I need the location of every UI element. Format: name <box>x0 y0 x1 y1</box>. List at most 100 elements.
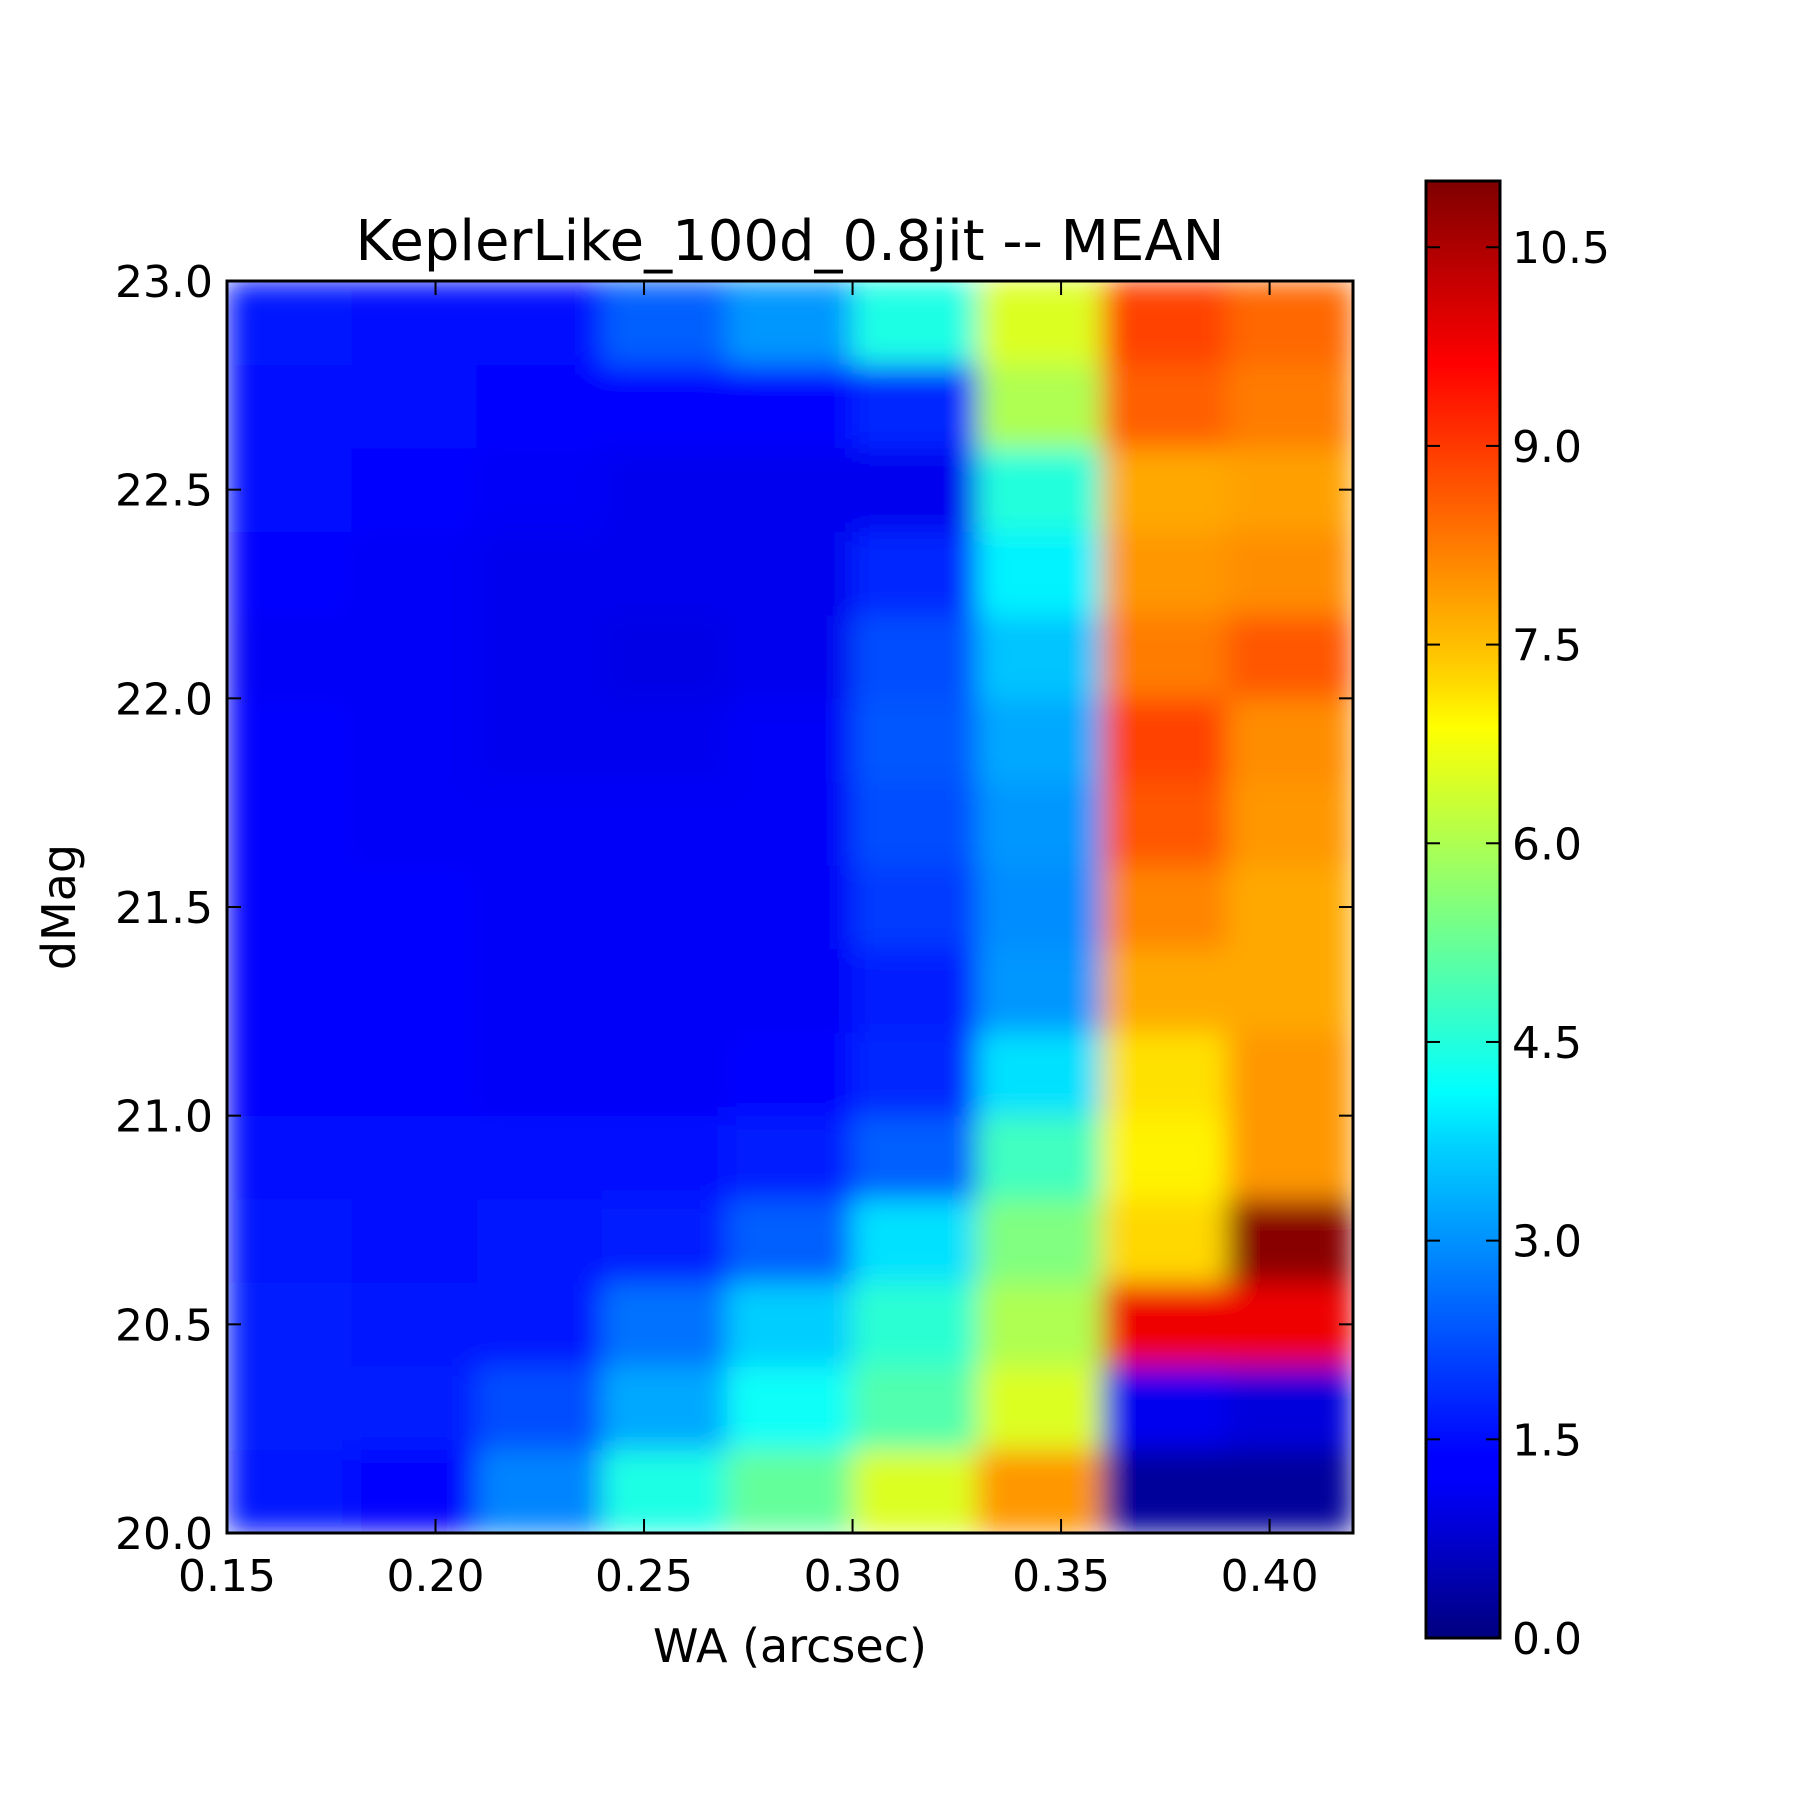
heatmap-cell <box>476 281 603 365</box>
heatmap-cell <box>1102 1198 1229 1284</box>
plot-area <box>227 281 1353 1533</box>
heatmap-cell <box>601 530 728 616</box>
heatmap-cell <box>852 864 979 950</box>
heatmap-cell <box>726 530 854 616</box>
heatmap-cell <box>1227 781 1353 866</box>
heatmap-cell <box>852 447 979 532</box>
heatmap-cell <box>351 614 478 699</box>
colorbar-tick-label: 10.5 <box>1512 223 1610 274</box>
heatmap-cell <box>726 614 854 699</box>
heatmap-cell <box>977 530 1104 616</box>
colorbar-ticks: 0.0 1.5 3.0 4.5 6.0 7.5 9.0 10.5 <box>1426 223 1610 1665</box>
heatmap-cell <box>726 1449 854 1533</box>
y-axis-label: dMag <box>32 844 86 970</box>
y-tick-label: 20.5 <box>115 1300 213 1351</box>
heatmap-cell <box>601 1365 728 1451</box>
heatmap-cell <box>227 697 353 783</box>
heatmap-cell <box>977 948 1104 1033</box>
heatmap-cell <box>476 781 603 866</box>
heatmap-cell <box>1227 530 1353 616</box>
plot-frame <box>225 279 1355 1535</box>
heatmap-cell <box>726 864 854 950</box>
colorbar-tick-label: 4.5 <box>1512 1018 1582 1069</box>
heatmap-cell <box>476 530 603 616</box>
heatmap-cell <box>351 948 478 1033</box>
heatmap-cell <box>1102 447 1229 532</box>
heatmap-cell <box>476 697 603 783</box>
heatmap-cell <box>726 447 854 532</box>
heatmap-cell <box>1227 363 1353 449</box>
heatmap-cell <box>977 1031 1104 1117</box>
heatmap-cell <box>726 281 854 365</box>
heatmap-cell <box>227 1449 353 1533</box>
heatmap-cell <box>601 281 728 365</box>
heatmap-cell <box>601 614 728 699</box>
y-tick-label: 23.0 <box>115 257 213 308</box>
heatmap-cell <box>476 1449 603 1533</box>
heatmap-cell <box>852 1365 979 1451</box>
heatmap-cell <box>476 1282 603 1367</box>
heatmap-cell <box>227 1115 353 1200</box>
heatmap-cell <box>726 1282 854 1367</box>
x-tick-label: 0.30 <box>804 1551 902 1602</box>
heatmap-cell <box>852 948 979 1033</box>
heatmap-cell <box>852 697 979 783</box>
heatmap-cell <box>977 1365 1104 1451</box>
x-tick-label: 0.20 <box>387 1551 485 1602</box>
heatmap-cell <box>1227 948 1353 1033</box>
heatmap-cell <box>852 614 979 699</box>
heatmap-cell <box>1227 281 1353 365</box>
heatmap-cell <box>1227 1031 1353 1117</box>
heatmap-cell <box>1102 281 1229 365</box>
heatmap-cell <box>227 1031 353 1117</box>
heatmap-cell <box>476 614 603 699</box>
y-tick-label: 21.5 <box>115 883 213 934</box>
x-tick-label: 0.40 <box>1221 1551 1319 1602</box>
heatmap-cell <box>852 1031 979 1117</box>
heatmap-cell <box>852 781 979 866</box>
heatmap-cell <box>726 1115 854 1200</box>
heatmap-cell <box>726 697 854 783</box>
heatmap-cell <box>1102 614 1229 699</box>
heatmap-cell <box>1102 948 1229 1033</box>
heatmap-cell <box>726 363 854 449</box>
heatmap-cell <box>227 447 353 532</box>
heatmap-cell <box>977 864 1104 950</box>
heatmap-cell <box>1102 1282 1229 1367</box>
chart-title: KeplerLike_100d_0.8jit -- MEAN <box>355 209 1224 274</box>
heatmap-cell <box>227 281 353 365</box>
heatmap-cell <box>977 614 1104 699</box>
heatmap-cell <box>601 1031 728 1117</box>
heatmap-cell <box>977 1198 1104 1284</box>
heatmap-cell <box>476 447 603 532</box>
axis-ticks: 0.15 0.20 0.25 0.30 0.35 0.40 20.0 20.5 21.0 21.5… <box>115 257 1353 1602</box>
heatmap-cell <box>977 697 1104 783</box>
heatmap-cell <box>852 1449 979 1533</box>
heatmap-cell <box>1227 697 1353 783</box>
heatmap-cell <box>1227 864 1353 950</box>
heatmap-cell <box>476 948 603 1033</box>
heatmap-cell <box>476 1031 603 1117</box>
heatmap-cell <box>977 781 1104 866</box>
heatmap-cell <box>601 697 728 783</box>
heatmap-cell <box>1102 697 1229 783</box>
heatmap-cell <box>852 1198 979 1284</box>
heatmap-cell <box>1227 1365 1353 1451</box>
heatmap-cell <box>726 781 854 866</box>
heatmap-cell <box>852 281 979 365</box>
heatmap-cell <box>351 781 478 866</box>
y-tick-label: 22.0 <box>115 674 213 725</box>
heatmap-cell <box>351 530 478 616</box>
heatmap-cell <box>476 1365 603 1451</box>
y-tick-label: 22.5 <box>115 466 213 517</box>
heatmap-cell <box>351 1115 478 1200</box>
heatmap-cell <box>1227 1449 1353 1533</box>
heatmap-cell <box>351 1365 478 1451</box>
colorbar-tick-label: 7.5 <box>1512 621 1582 672</box>
heatmap-cell <box>476 363 603 449</box>
heatmap-cells <box>227 281 1353 1533</box>
colorbar-tick-label: 0.0 <box>1512 1614 1582 1665</box>
heatmap-cell <box>1102 1449 1229 1533</box>
heatmap-cell <box>227 1198 353 1284</box>
heatmap-cell <box>351 1031 478 1117</box>
